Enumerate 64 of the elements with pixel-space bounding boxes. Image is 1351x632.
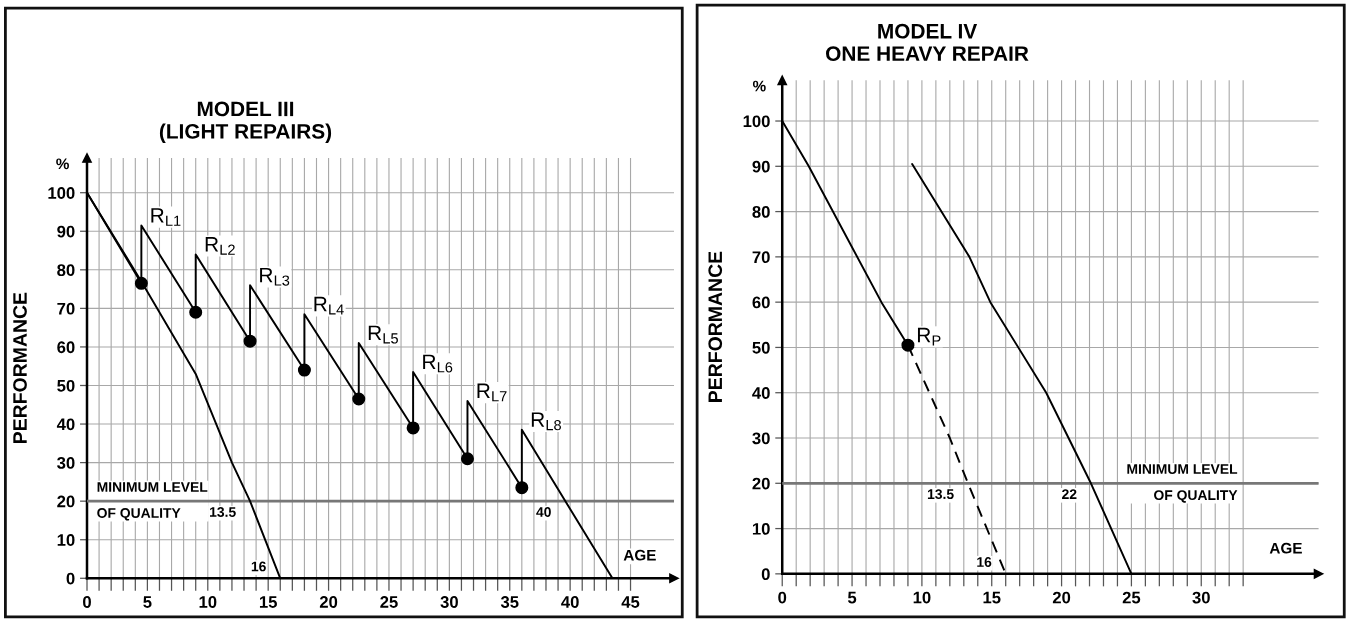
x-tick-label: 30 [440,596,458,608]
ref-line-label: MINIMUM LEVEL OF QUALITY [97,482,208,521]
y-tick-label: 80 [752,205,770,218]
annotation: 22 [1062,489,1077,499]
y-tick-label: 20 [752,477,770,490]
annotation: R$_{L1}$ [151,208,181,226]
y-tick-label: 0 [66,572,75,585]
x-tick-label: 10 [913,591,931,604]
annotation: 13.5 [210,507,236,517]
annotation: R$_{L8}$ [531,412,561,431]
x-tick-label: 25 [380,596,398,608]
x-tick-label: 15 [259,596,277,608]
y-tick-label: 100 [48,187,75,199]
y-tick-label: 60 [57,341,75,354]
y-tick-label: 40 [56,418,75,431]
x-tick-label: 20 [1052,591,1071,604]
y-tick-label: 40 [752,387,770,399]
x-tick-label: 5 [847,591,857,604]
annotation: 16 [977,557,992,567]
y-tick-label: 70 [57,302,75,315]
text: % [56,158,69,170]
y-tick-label: 70 [752,251,770,264]
x-tick-label: 25 [1122,591,1141,604]
y-tick-label: 30 [57,457,75,469]
chart-title: MODEL III (LIGHT REPAIRS) [159,101,332,143]
x-tick-label: 30 [1192,591,1210,604]
annotation: R$_{L5}$ [368,325,398,344]
y-tick-label: 50 [752,341,770,354]
x-tick-label: 35 [500,596,519,608]
y-tick-label: 0 [761,568,770,581]
y-axis-title: PERFORMANCE [708,251,723,402]
x-axis-title: AGE [623,549,656,561]
annotation: 40 [536,507,551,517]
y-tick-label: 90 [752,160,770,173]
y-axis-title: PERFORMANCE [13,292,27,443]
x-axis-title: AGE [1269,542,1302,554]
annotation: R$_{L4}$ [314,296,344,315]
x-tick-label: 0 [778,591,787,604]
annotation: 16 [251,561,266,572]
chart-title: MODEL IV ONE HEAVY REPAIR [826,23,1029,62]
x-tick-label: 40 [561,596,579,608]
x-tick-label: 5 [143,596,152,608]
x-tick-label: 0 [83,596,91,608]
y-tick-label: 80 [57,264,75,277]
annotation: R$_{L6}$ [423,354,453,373]
y-tick-label: 90 [57,225,75,238]
text: % [752,80,766,92]
annotation: R$_{P}$ [917,327,941,346]
x-tick-label: 10 [199,596,217,608]
x-tick-label: 15 [983,591,1001,604]
annotation: 13.5 [927,489,954,500]
y-tick-label: 10 [752,522,770,535]
y-tick-label: 50 [57,379,75,392]
y-tick-label: 20 [57,495,75,508]
ref-line-label: MINIMUM LEVEL OF QUALITY [1127,464,1238,503]
x-tick-label: 20 [319,596,338,608]
y-tick-label: 30 [752,432,770,445]
y-tick-label: 100 [743,115,770,128]
annotation: R$_{L3}$ [260,267,290,286]
y-tick-label: 10 [57,534,75,546]
x-tick-label: 45 [621,596,640,608]
annotation: R$_{L7}$ [477,383,507,402]
annotation: R$_{L2}$ [205,237,235,255]
y-tick-label: 60 [752,296,770,309]
